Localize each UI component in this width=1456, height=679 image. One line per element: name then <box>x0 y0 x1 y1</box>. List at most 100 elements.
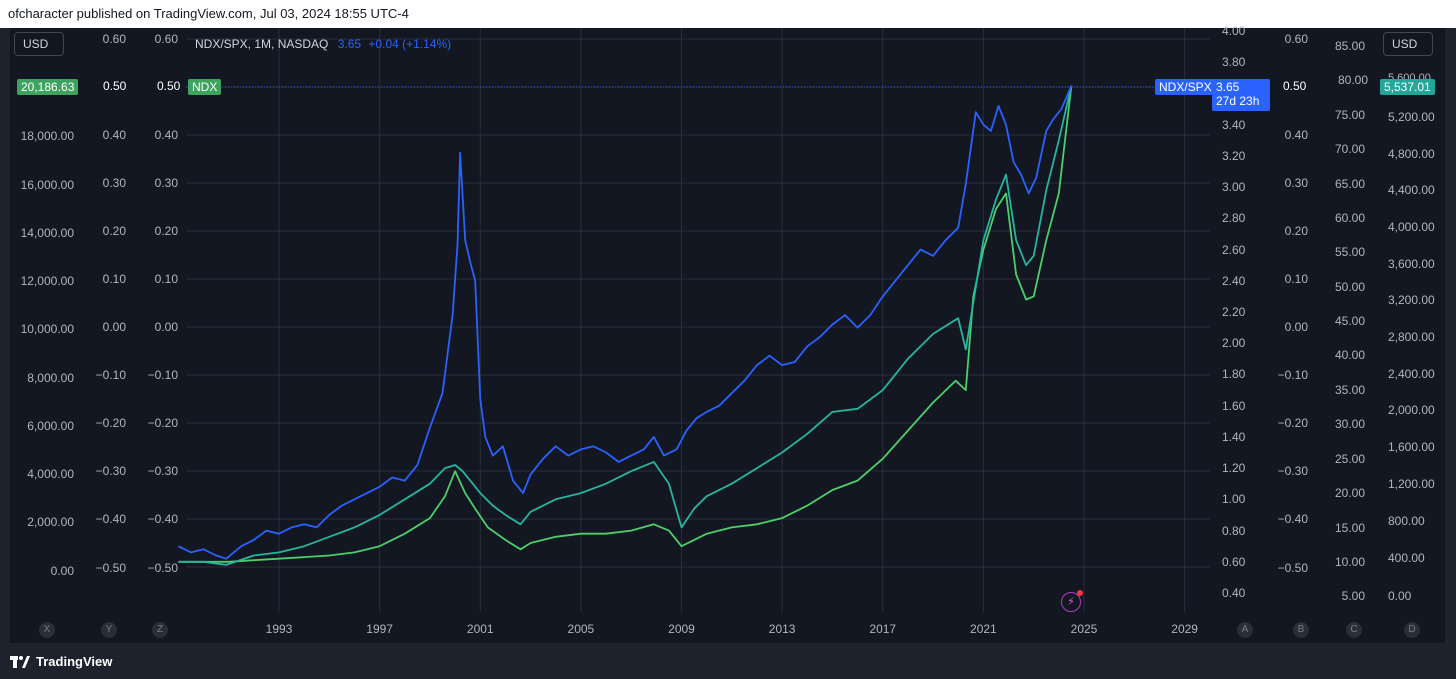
time-tick: 2017 <box>869 622 897 636</box>
ndx-tick: 6,000.00 <box>27 419 74 433</box>
ratio-label-badge: NDX/SPX <box>1155 79 1216 95</box>
pcta-tick: −0.50 <box>95 561 126 575</box>
spx-tick: 5,200.00 <box>1388 110 1435 124</box>
ndx-tick: 18,000.00 <box>20 129 74 143</box>
pcta-tick: −0.40 <box>95 512 126 526</box>
pcta-tick: −0.10 <box>95 368 126 382</box>
ndx-tick: 10,000.00 <box>20 322 74 336</box>
spx-tick: 400.00 <box>1388 551 1425 565</box>
spx-tick: 2,000.00 <box>1388 403 1435 417</box>
pcta-tick: 0.40 <box>102 128 126 142</box>
pctb-tick: −0.10 <box>147 368 178 382</box>
ndx-tick: 4,000.00 <box>27 467 74 481</box>
ndx-tick: 12,000.00 <box>20 274 74 288</box>
axis-letter-d[interactable]: D <box>1404 622 1420 638</box>
time-tick: 1993 <box>265 622 293 636</box>
ratioref-tick: 35.00 <box>1334 383 1365 397</box>
ratio-tick: 1.20 <box>1222 461 1246 476</box>
spx-tick: 1,200.00 <box>1388 477 1435 491</box>
pctc-tick: 0.40 <box>1284 128 1308 142</box>
ratio-tick: 2.40 <box>1222 273 1246 288</box>
pctc-tick: −0.40 <box>1277 512 1308 526</box>
ratio-tick: 2.20 <box>1222 305 1246 319</box>
axis-letter-a[interactable]: A <box>1237 622 1253 638</box>
pcta-tick: −0.20 <box>95 416 126 430</box>
currency-left-label: USD <box>23 37 49 51</box>
pctb-tick: 0.00 <box>154 320 178 334</box>
axis-letter-c[interactable]: C <box>1346 622 1362 638</box>
ratioref-tick: 65.00 <box>1334 177 1365 191</box>
pctb-tick: −0.50 <box>147 561 178 575</box>
notification-dot <box>1077 590 1083 596</box>
pctc-tick: 0.60 <box>1284 32 1308 46</box>
spx-tick: 4,800.00 <box>1388 147 1435 161</box>
ndx-tick: 16,000.00 <box>20 178 74 192</box>
currency-button-left[interactable]: USD <box>14 32 64 56</box>
ratioref-tick: 75.00 <box>1334 108 1365 122</box>
pcta-tick: 0.30 <box>102 176 126 190</box>
pctc-tick: 0.10 <box>1284 272 1308 286</box>
ratioref-tick: 45.00 <box>1334 314 1365 328</box>
pctc-tick: 0.00 <box>1284 320 1308 334</box>
ndx-price-badge: 20,186.63 <box>17 79 79 95</box>
ndx-tick: 8,000.00 <box>27 371 74 385</box>
axis-letter-z[interactable]: Z <box>152 622 168 638</box>
spx-tick: 3,600.00 <box>1388 257 1435 271</box>
tradingview-wordmark: TradingView <box>36 654 113 669</box>
axis-letter-y[interactable]: Y <box>101 622 117 638</box>
time-tick: 2025 <box>1070 622 1098 636</box>
footer: TradingView <box>0 645 1456 679</box>
pcta-tick: 0.20 <box>102 224 126 238</box>
pctb-tick: −0.30 <box>147 464 178 478</box>
axis-letter-b[interactable]: B <box>1293 622 1309 638</box>
ndx-tick: 0.00 <box>50 564 74 578</box>
ratioref-tick: 20.00 <box>1334 486 1365 500</box>
chart-legend[interactable]: NDX/SPX, 1M, NASDAQ 3.65 +0.04 (+1.14%) <box>195 37 451 51</box>
ndx-price-badge-text: 20,186.63 <box>21 80 75 94</box>
spx-tick: 4,000.00 <box>1388 220 1435 234</box>
tradingview-brand[interactable]: TradingView <box>10 654 112 669</box>
pcta-tick: 0.00 <box>102 320 126 334</box>
pctb-tick: 0.20 <box>154 224 178 238</box>
pcta-tick: −0.30 <box>95 464 126 478</box>
ratioref-tick: 15.00 <box>1334 521 1365 535</box>
publish-header-text: ofcharacter published on TradingView.com… <box>8 6 409 21</box>
pctb-tick: 0.40 <box>154 128 178 142</box>
spx-price-badge-text: 5,537.01 <box>1384 80 1431 94</box>
axis-letter-x[interactable]: X <box>39 622 55 638</box>
publish-header: ofcharacter published on TradingView.com… <box>0 0 1456 28</box>
legend-value: 3.65 <box>337 37 362 51</box>
ratioref-tick: 30.00 <box>1334 417 1365 431</box>
pctb-tick: 0.30 <box>154 176 178 190</box>
spx-tick: 800.00 <box>1388 514 1425 528</box>
time-tick: 2001 <box>466 622 494 636</box>
ratio-tick: 4.00 <box>1222 24 1246 38</box>
time-tick: 2029 <box>1171 622 1198 636</box>
ratio-tick: 2.80 <box>1222 211 1246 226</box>
lightning-alert-icon[interactable]: ⚡ <box>1061 590 1083 612</box>
ratioref-tick: 50.00 <box>1334 280 1365 294</box>
ndx-label-text: NDX <box>192 80 218 94</box>
pctc-tick: −0.30 <box>1277 464 1308 478</box>
pctb-tick: 0.10 <box>154 272 178 286</box>
ratioref-tick: 55.00 <box>1334 245 1365 259</box>
ratio-tick: 1.60 <box>1222 398 1246 413</box>
pctc-tick: −0.10 <box>1277 368 1308 382</box>
ratioref-tick: 70.00 <box>1334 142 1365 156</box>
ratio-tick: 1.80 <box>1222 367 1246 382</box>
pct-left-b-current: 0.50 <box>157 79 181 93</box>
ratio-tick: 0.60 <box>1222 554 1246 569</box>
pct-right-current: 0.50 <box>1283 79 1307 93</box>
ratio-value-badge: 3.65 27d 23h <box>1212 79 1270 111</box>
ndx-tick: 2,000.00 <box>27 515 74 529</box>
spx-tick: 1,600.00 <box>1388 440 1435 454</box>
ratio-tick: 1.00 <box>1222 492 1246 507</box>
pcta-tick: 0.10 <box>102 272 126 286</box>
currency-button-right[interactable]: USD <box>1383 32 1433 56</box>
time-tick: 2009 <box>668 622 695 636</box>
ratioref-tick: 85.00 <box>1334 39 1365 53</box>
time-tick: 2005 <box>567 622 595 636</box>
ratio-countdown-text: 27d 23h <box>1216 94 1260 108</box>
spx-tick: 0.00 <box>1388 589 1412 603</box>
ratio-tick: 3.20 <box>1222 148 1246 163</box>
